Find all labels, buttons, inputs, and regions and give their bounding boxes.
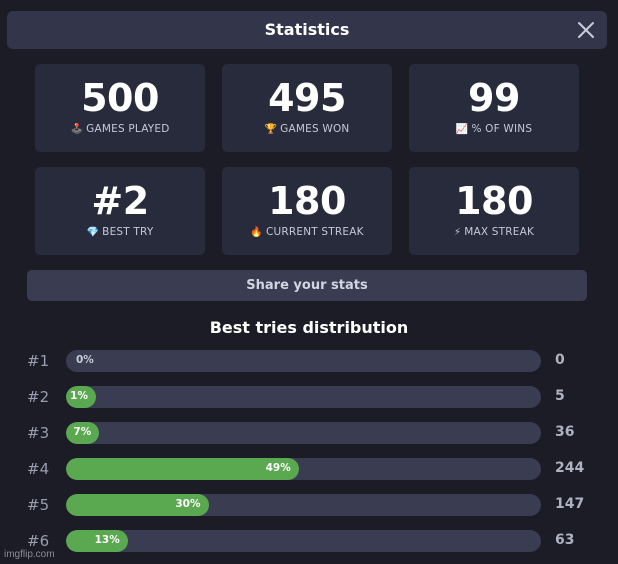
stat-card-current-streak: 180 🔥 CURRENT STREAK xyxy=(222,167,392,255)
share-stats-button[interactable]: Share your stats xyxy=(27,270,587,301)
distribution-bar-fill xyxy=(66,530,128,552)
stat-value: 99 xyxy=(468,76,520,120)
distribution-bar-fill xyxy=(66,386,96,408)
distribution-bar-percent: 0% xyxy=(76,354,94,366)
close-icon[interactable] xyxy=(575,19,597,41)
stat-value: 180 xyxy=(268,179,346,223)
distribution-row-count: 63 xyxy=(555,532,575,548)
stat-label: 🕹️ GAMES PLAYED xyxy=(70,123,170,135)
stat-label: 🔥 CURRENT STREAK xyxy=(250,226,364,238)
distribution-bar-track: 30% xyxy=(66,494,541,516)
distribution-bar-fill xyxy=(66,494,209,516)
distribution-bar-track: 1% xyxy=(66,386,541,408)
lightning-icon: ⚡ xyxy=(453,227,462,238)
gem-icon: 💎 xyxy=(86,227,100,238)
stat-value: 180 xyxy=(455,179,533,223)
distribution-bar-fill xyxy=(66,458,299,480)
stat-card-win-percent: 99 📈% OF WINS xyxy=(409,64,579,152)
distribution-bar-track: 13% xyxy=(66,530,541,552)
distribution-title: Best tries distribution xyxy=(209,318,409,337)
stat-card-games-played: 500 🕹️ GAMES PLAYED xyxy=(35,64,205,152)
distribution-bar-fill xyxy=(66,422,100,444)
distribution-bar-percent: 7% xyxy=(73,426,92,438)
distribution-row: #3 7% 36 xyxy=(0,422,618,444)
fire-icon: 🔥 xyxy=(250,227,263,238)
stat-label: 💎 BEST TRY xyxy=(86,226,154,238)
page-title: Statistics xyxy=(264,20,350,39)
distribution-bar-percent: 30% xyxy=(175,498,201,510)
stat-card-max-streak: 180 ⚡ MAX STREAK xyxy=(409,167,579,255)
stats-header: Statistics xyxy=(7,11,607,49)
stat-value: #2 xyxy=(91,179,149,223)
stat-label: ⚡ MAX STREAK xyxy=(453,226,535,238)
distribution-row-label: #6 xyxy=(27,532,50,550)
distribution-row: #1 0% 0 xyxy=(0,350,618,372)
distribution-row: #6 13% 63 xyxy=(0,530,618,552)
watermark: imgflip.com xyxy=(4,549,55,560)
joystick-icon: 🕹️ xyxy=(70,124,84,135)
stat-value: 495 xyxy=(268,76,346,120)
distribution-bar-track: 0% xyxy=(66,350,541,372)
distribution-row-count: 0 xyxy=(555,352,565,368)
stat-card-games-won: 495 🏆 GAMES WON xyxy=(222,64,392,152)
distribution-row-count: 147 xyxy=(555,496,585,512)
chart-increasing-icon: 📈 xyxy=(455,124,469,135)
distribution-row: #5 30% 147 xyxy=(0,494,618,516)
stat-value: 500 xyxy=(81,76,159,120)
distribution-row-label: #3 xyxy=(27,424,50,442)
distribution-bar-track: 7% xyxy=(66,422,541,444)
distribution-row-label: #1 xyxy=(27,352,50,370)
distribution-bar-percent: 1% xyxy=(70,390,88,402)
distribution-row-count: 36 xyxy=(555,424,575,440)
stat-label: 📈% OF WINS xyxy=(455,123,533,135)
distribution-bar-track: 49% xyxy=(66,458,541,480)
distribution-bar-percent: 49% xyxy=(265,462,291,474)
stat-label: 🏆 GAMES WON xyxy=(264,123,350,135)
distribution-row-count: 244 xyxy=(555,460,585,476)
trophy-icon: 🏆 xyxy=(264,124,278,135)
distribution-row-label: #4 xyxy=(27,460,50,478)
distribution-row-label: #5 xyxy=(27,496,50,514)
distribution-row-label: #2 xyxy=(27,388,50,406)
distribution-bar-percent: 13% xyxy=(94,534,120,546)
distribution-row-count: 5 xyxy=(555,388,565,404)
distribution-row: #2 1% 5 xyxy=(0,386,618,408)
distribution-row: #4 49% 244 xyxy=(0,458,618,480)
stat-card-best-try: #2 💎 BEST TRY xyxy=(35,167,205,255)
